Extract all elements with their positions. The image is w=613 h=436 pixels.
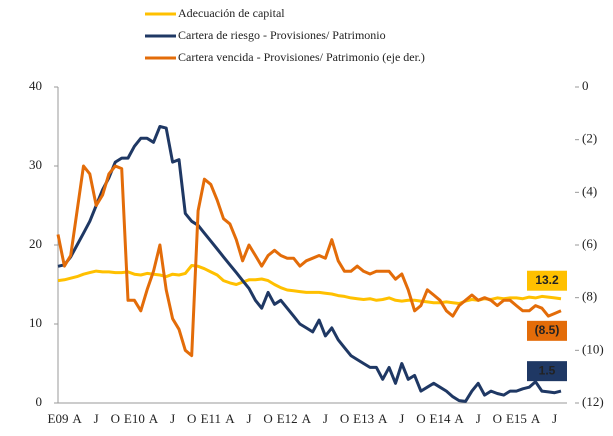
x-tick-label: J xyxy=(399,411,404,426)
x-tick-label: J xyxy=(94,411,99,426)
x-tick-label: E12 xyxy=(277,411,298,426)
y2-tick-label: (10) xyxy=(582,341,604,356)
y-tick-label: 0 xyxy=(36,394,43,409)
value-label-box xyxy=(527,361,567,382)
x-tick-label: O xyxy=(493,411,502,426)
y-tick-label: 30 xyxy=(29,157,42,172)
value-label: 1.5 xyxy=(539,363,556,377)
x-tick-label: A xyxy=(454,411,464,426)
x-tick-label: A xyxy=(531,411,541,426)
x-tick-label: J xyxy=(552,411,557,426)
x-tick-label: E11 xyxy=(201,411,221,426)
x-tick-label: O xyxy=(187,411,196,426)
x-tick-label: A xyxy=(225,411,235,426)
value-label-box xyxy=(527,320,567,341)
series-line xyxy=(56,164,562,358)
x-tick-label: O xyxy=(340,411,349,426)
x-tick-label: O xyxy=(111,411,120,426)
x-tick-label: E13 xyxy=(353,411,374,426)
legend-label: Adecuación de capital xyxy=(178,6,285,20)
y-tick-label: 40 xyxy=(29,78,42,93)
legend-label: Cartera vencida - Provisiones/ Patrimoni… xyxy=(178,50,425,64)
x-tick-label: A xyxy=(378,411,388,426)
y2-tick-label: (4) xyxy=(582,183,597,198)
y2-tick-label: 0 xyxy=(582,78,589,93)
x-tick-label: E09 xyxy=(48,411,69,426)
x-tick-label: A xyxy=(149,411,159,426)
x-tick-label: J xyxy=(170,411,175,426)
y-tick-label: 10 xyxy=(29,315,42,330)
y2-tick-label: (8) xyxy=(582,289,597,304)
y2-tick-label: (12) xyxy=(582,394,604,409)
value-label: (8.5) xyxy=(535,323,560,337)
x-tick-label: E14 xyxy=(430,411,451,426)
x-tick-label: O xyxy=(416,411,425,426)
x-tick-label: O xyxy=(263,411,272,426)
x-tick-label: E15 xyxy=(506,411,527,426)
x-tick-label: A xyxy=(72,411,82,426)
series-line xyxy=(57,125,562,403)
x-tick-label: A xyxy=(302,411,312,426)
y-tick-label: 20 xyxy=(29,236,42,251)
value-label-box xyxy=(527,270,567,291)
x-tick-label: J xyxy=(323,411,328,426)
x-tick-label: J xyxy=(476,411,481,426)
y2-tick-label: (2) xyxy=(582,131,597,146)
value-label: 13.2 xyxy=(535,273,559,287)
legend-label: Cartera de riesgo - Provisiones/ Patrimo… xyxy=(178,28,386,42)
x-tick-label: J xyxy=(246,411,251,426)
y2-tick-label: (6) xyxy=(582,236,597,251)
x-tick-label: E10 xyxy=(124,411,145,426)
